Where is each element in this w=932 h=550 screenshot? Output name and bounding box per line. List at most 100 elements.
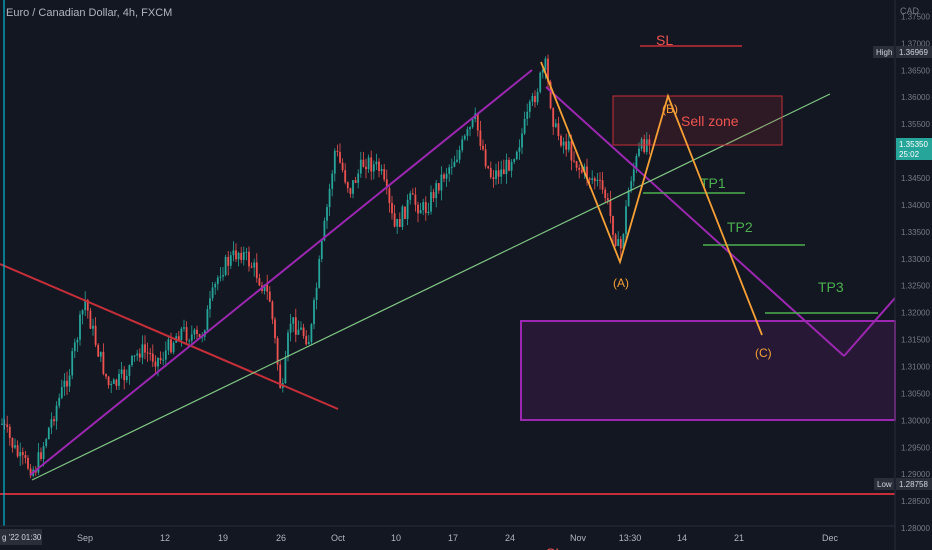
candle-body bbox=[409, 193, 412, 200]
candle-body bbox=[479, 130, 482, 146]
candle-body bbox=[461, 139, 464, 151]
candle-body bbox=[573, 160, 575, 162]
candle-body bbox=[297, 329, 300, 335]
candle-body bbox=[346, 182, 349, 189]
candle-body bbox=[47, 427, 50, 440]
candle-body bbox=[253, 262, 256, 268]
crosshair-time-marker: g '22 01:30 bbox=[0, 529, 42, 545]
descending-trendline[interactable] bbox=[0, 263, 339, 410]
candle-body bbox=[336, 150, 339, 152]
candle-body bbox=[375, 161, 378, 165]
candle-body bbox=[229, 255, 232, 266]
candle-body bbox=[440, 174, 443, 191]
candle-body bbox=[528, 101, 531, 112]
wave-c-label: (C) bbox=[755, 346, 772, 360]
candle-body bbox=[622, 234, 625, 249]
candle-body bbox=[489, 168, 492, 178]
candle-body bbox=[367, 157, 370, 170]
purple-rebound-line[interactable] bbox=[843, 297, 896, 357]
high-price-marker: High 1.36969 bbox=[873, 46, 932, 58]
candle-body bbox=[21, 452, 24, 456]
candle-body bbox=[557, 123, 560, 136]
candle-body bbox=[365, 166, 367, 170]
candle-body bbox=[73, 342, 76, 352]
price-tick-label: 1.31000 bbox=[901, 362, 930, 371]
svg-text:1.36969: 1.36969 bbox=[899, 48, 928, 57]
candle-body bbox=[164, 350, 167, 360]
candle-body bbox=[617, 239, 620, 246]
candle-body bbox=[539, 72, 542, 92]
candle-body bbox=[393, 213, 396, 227]
candle-body bbox=[513, 159, 516, 162]
price-tick-label: 1.31500 bbox=[901, 336, 930, 345]
candle-body bbox=[357, 173, 360, 183]
candle-body bbox=[300, 327, 302, 330]
candle-body bbox=[268, 291, 271, 302]
candle-body bbox=[591, 178, 594, 180]
candle-body bbox=[151, 353, 154, 362]
candle-body bbox=[443, 174, 445, 179]
candle-body bbox=[398, 219, 401, 228]
abc-wave-path[interactable] bbox=[540, 61, 763, 336]
support-trendline[interactable] bbox=[31, 93, 831, 481]
candle-body bbox=[60, 387, 63, 398]
target-zone-box[interactable] bbox=[520, 320, 896, 421]
time-tick-label: Sep bbox=[77, 533, 93, 543]
candle-body bbox=[601, 180, 604, 190]
candle-body bbox=[352, 180, 354, 194]
candle-body bbox=[196, 329, 198, 335]
candle-body bbox=[45, 439, 48, 447]
time-axis[interactable]: Sep 12 19 26 Oct 10 17 24 Nov 13:30 14 21 Dec bbox=[77, 533, 839, 543]
candle-body bbox=[339, 151, 341, 163]
candle-body bbox=[107, 376, 110, 386]
candle-body bbox=[567, 141, 570, 150]
candle-body bbox=[14, 445, 16, 448]
candle-body bbox=[456, 159, 458, 162]
candle-body bbox=[292, 317, 295, 324]
candle-body bbox=[216, 277, 219, 285]
candle-body bbox=[562, 141, 565, 146]
candle-body bbox=[276, 338, 279, 365]
candle-body bbox=[237, 252, 240, 260]
candle-body bbox=[162, 359, 165, 361]
candle-body bbox=[248, 251, 250, 267]
sell-zone-box[interactable] bbox=[612, 95, 783, 146]
candle-body bbox=[245, 251, 248, 253]
candle-body bbox=[396, 219, 399, 227]
time-tick-label: 26 bbox=[276, 533, 286, 543]
candle-body bbox=[105, 373, 107, 377]
time-tick-label: 19 bbox=[218, 533, 228, 543]
time-tick-label: Nov bbox=[570, 533, 587, 543]
candle-body bbox=[167, 339, 170, 351]
candle-body bbox=[453, 161, 456, 167]
tp2-label: TP2 bbox=[727, 219, 753, 235]
candle-body bbox=[497, 170, 500, 177]
price-axis[interactable]: 1.375001.370001.365001.360001.355001.350… bbox=[901, 12, 930, 533]
candle-body bbox=[89, 310, 92, 329]
ascending-channel-line[interactable] bbox=[29, 69, 533, 476]
candle-body bbox=[619, 239, 622, 249]
candle-body bbox=[211, 287, 214, 299]
candle-body bbox=[274, 319, 276, 339]
chart-title: Euro / Canadian Dollar, 4h, FXCM bbox=[6, 7, 173, 19]
candle-body bbox=[157, 357, 159, 367]
candle-body bbox=[146, 352, 149, 354]
candle-body bbox=[279, 364, 282, 388]
purple-projection-line[interactable] bbox=[545, 86, 845, 357]
candle-body bbox=[448, 167, 451, 174]
current-price-marker: 1.35350 25:02 bbox=[896, 138, 932, 160]
candle-body bbox=[614, 234, 617, 246]
candle-body bbox=[640, 139, 643, 149]
svg-text:1.35350: 1.35350 bbox=[899, 140, 928, 149]
candle-body bbox=[541, 69, 544, 73]
price-tick-label: 1.32000 bbox=[901, 309, 930, 318]
candle-body bbox=[430, 192, 432, 212]
wave-b-label: (B) bbox=[662, 102, 678, 116]
candle-body bbox=[632, 169, 635, 182]
price-tick-label: 1.28500 bbox=[901, 497, 930, 506]
candle-body bbox=[193, 329, 196, 335]
candle-body bbox=[315, 287, 318, 301]
candle-body bbox=[79, 314, 81, 340]
candle-body bbox=[391, 203, 393, 214]
